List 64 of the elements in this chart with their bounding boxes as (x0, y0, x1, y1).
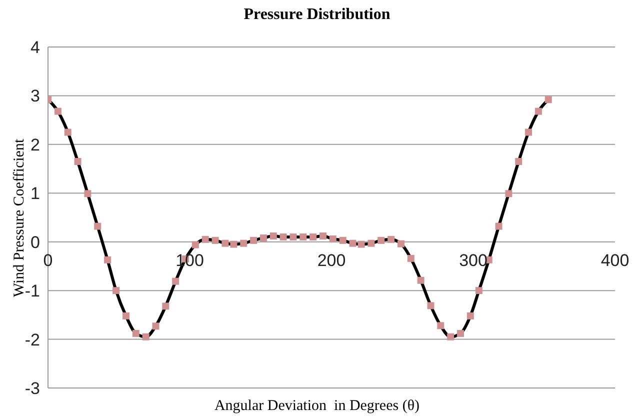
point (456, 330, 464, 337)
y-tick-label: 4 (30, 38, 40, 58)
x-axis-title: Angular Deviation in Degrees (θ) (213, 398, 421, 415)
y-tick-label: 2 (30, 135, 40, 154)
point (240, 240, 248, 247)
point (525, 128, 532, 136)
y-tick-label: -2 (24, 330, 40, 350)
point (132, 330, 140, 337)
point (417, 276, 424, 284)
point (192, 241, 199, 248)
point (202, 236, 209, 243)
point (152, 322, 160, 330)
point (505, 190, 512, 198)
x-tick-label: 100 (176, 250, 204, 270)
point (112, 287, 120, 294)
point (172, 278, 180, 285)
point (319, 232, 326, 240)
point (339, 236, 346, 244)
point (437, 322, 444, 330)
chart-title: Pressure Distribution (242, 6, 392, 24)
y-tick-label: 3 (30, 86, 40, 106)
point (74, 158, 82, 165)
point (104, 256, 112, 264)
point (250, 236, 258, 244)
point (349, 240, 356, 247)
y-tick-label: -3 (24, 379, 40, 398)
y-tick-label: 0 (30, 232, 40, 252)
point (534, 108, 542, 115)
point (495, 222, 502, 230)
point (358, 240, 365, 248)
point (378, 236, 385, 244)
point (222, 240, 229, 247)
point (142, 333, 150, 340)
x-tick-label: 0 (43, 250, 53, 270)
point (230, 240, 238, 248)
point (397, 240, 404, 248)
point (270, 232, 277, 240)
point (300, 233, 307, 240)
point (162, 302, 170, 310)
point (260, 234, 267, 242)
point (447, 333, 454, 340)
point (427, 302, 434, 310)
point (388, 236, 395, 243)
point (368, 240, 375, 247)
point (280, 233, 287, 240)
point (310, 233, 317, 240)
x-tick-label: 300 (459, 250, 488, 270)
x-tick-label: 400 (600, 250, 630, 270)
x-tick-label: 200 (317, 250, 346, 270)
point (407, 254, 414, 262)
point (544, 96, 552, 104)
point (475, 287, 482, 294)
y-tick-label: 1 (30, 184, 40, 204)
point (54, 108, 62, 115)
point (515, 158, 522, 165)
point (122, 312, 130, 320)
point (94, 222, 102, 230)
point (64, 128, 72, 136)
y-tick-label: -1 (24, 282, 40, 301)
point (329, 235, 336, 242)
point (212, 236, 219, 244)
point (466, 312, 474, 320)
point (290, 233, 297, 240)
point (84, 190, 92, 198)
